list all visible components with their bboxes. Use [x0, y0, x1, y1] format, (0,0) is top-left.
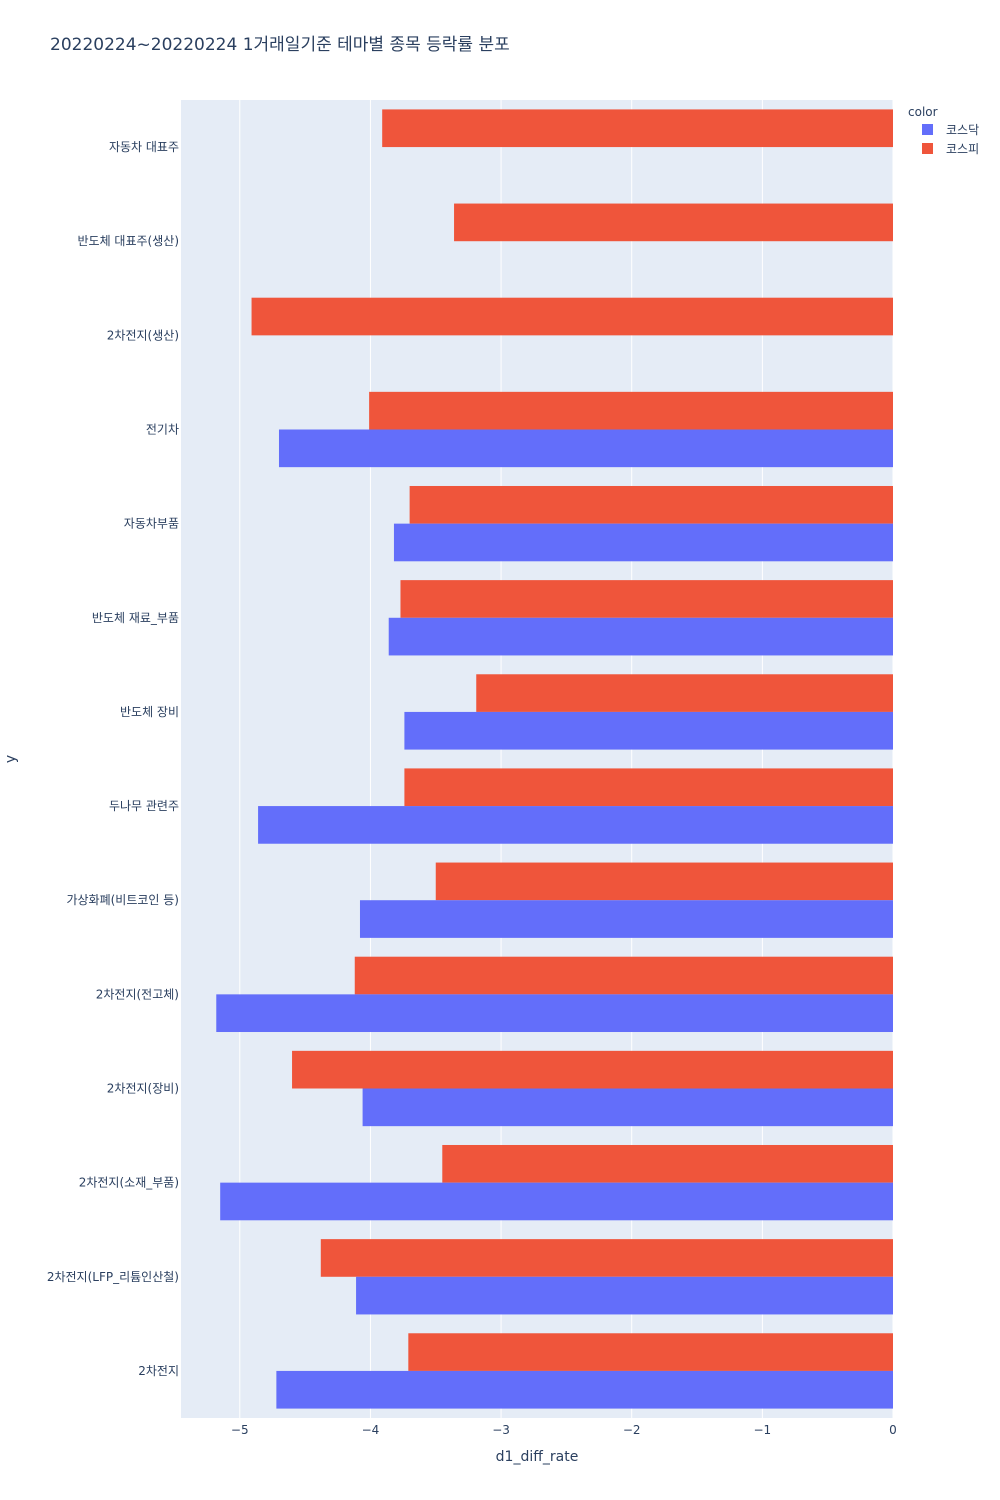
bar-kosdaq[interactable] — [276, 1370, 894, 1409]
x-tick-labels: −5 −4 −3 −2 −1 0 — [231, 1423, 897, 1437]
bars — [216, 109, 894, 1409]
x-tick-label: −5 — [231, 1423, 249, 1437]
y-tick-label: 2차전지(LFP_리튬인산철) — [47, 1270, 179, 1284]
y-tick-label: 2차전지(장비) — [107, 1082, 179, 1096]
bar-kospi[interactable] — [320, 1239, 893, 1277]
legend-item[interactable]: 코스닥 — [922, 123, 979, 137]
bar-kospi[interactable] — [292, 1050, 893, 1089]
legend-title: color — [908, 105, 938, 119]
bar-kospi[interactable] — [404, 768, 893, 807]
bar-kospi[interactable] — [354, 956, 893, 995]
bar-kospi[interactable] — [454, 203, 893, 242]
bar-kospi[interactable] — [369, 391, 893, 430]
chart-title: 20220224~20220224 1거래일기준 테마별 종목 등락률 분포 — [50, 35, 510, 55]
x-tick-label: −4 — [362, 1423, 380, 1437]
bar-kospi[interactable] — [382, 109, 893, 148]
x-tick-label: −2 — [623, 1423, 641, 1437]
legend-item[interactable]: 코스피 — [922, 142, 979, 156]
bar-kosdaq[interactable] — [216, 994, 894, 1033]
bar-kosdaq[interactable] — [220, 1182, 894, 1221]
y-tick-label: 자동차 대표주 — [109, 140, 179, 154]
y-tick-label: 전기차 — [146, 423, 179, 437]
bar-kospi[interactable] — [251, 297, 894, 336]
bar-kospi[interactable] — [435, 862, 893, 901]
bar-kosdaq[interactable] — [258, 806, 894, 844]
y-tick-label: 2차전지(생산) — [107, 328, 179, 342]
bar-kosdaq[interactable] — [359, 900, 893, 938]
bar-kospi[interactable] — [409, 485, 893, 524]
bar-kospi[interactable] — [476, 674, 893, 712]
bar-kospi[interactable] — [442, 1144, 893, 1183]
bar-kosdaq[interactable] — [362, 1088, 893, 1127]
x-tick-label: −3 — [492, 1423, 510, 1437]
legend-swatch — [922, 124, 933, 135]
legend-label: 코스피 — [946, 142, 979, 156]
y-tick-label: 반도체 재료_부품 — [92, 611, 179, 625]
bar-kospi[interactable] — [400, 580, 893, 618]
y-tick-label: 반도체 대표주(생산) — [78, 234, 180, 248]
x-tick-label: 0 — [889, 1423, 897, 1437]
y-tick-label: 반도체 장비 — [120, 705, 179, 719]
y-tick-label: 2차전지 — [138, 1364, 179, 1378]
bar-kosdaq[interactable] — [404, 711, 893, 750]
legend-label: 코스닥 — [946, 123, 979, 137]
y-tick-label: 자동차부품 — [124, 517, 179, 531]
bar-kosdaq[interactable] — [356, 1276, 893, 1315]
legend-swatch — [922, 143, 933, 154]
y-axis-title: y — [3, 755, 19, 763]
y-tick-label: 두나무 관련주 — [109, 799, 179, 813]
bar-kosdaq[interactable] — [278, 429, 893, 468]
x-axis-title: d1_diff_rate — [496, 1449, 579, 1465]
x-tick-label: −1 — [754, 1423, 772, 1437]
y-tick-label: 2차전지(소재_부품) — [79, 1176, 179, 1190]
y-tick-label: 가상화폐(비트코인 등) — [66, 893, 179, 907]
bar-kosdaq[interactable] — [393, 523, 893, 562]
bar-kosdaq[interactable] — [388, 617, 893, 656]
y-tick-label: 2차전지(전고체) — [96, 987, 179, 1001]
bar-kospi[interactable] — [408, 1333, 893, 1371]
